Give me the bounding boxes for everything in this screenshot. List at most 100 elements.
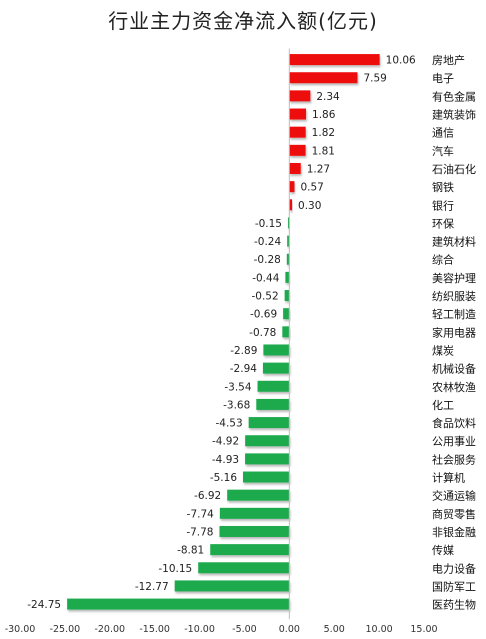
value-label: -4.93 <box>212 454 239 466</box>
value-label: -0.44 <box>252 272 279 284</box>
bar-美容护理 <box>285 271 290 283</box>
bar-建筑装饰 <box>289 108 307 120</box>
category-label: 社会服务 <box>432 452 476 466</box>
bar-家用电器 <box>282 326 290 338</box>
x-tick-label: -30.00 <box>5 624 36 635</box>
bar-通信 <box>289 126 306 138</box>
category-label: 化工 <box>432 398 454 412</box>
bar-食品饮料 <box>248 417 290 429</box>
x-tick-label: -25.00 <box>50 624 81 635</box>
x-tick-label: -10.00 <box>184 624 215 635</box>
bar-化工 <box>256 398 290 410</box>
value-label: 1.86 <box>312 109 336 121</box>
category-label: 轻工制造 <box>432 307 476 321</box>
x-tick-label: 15.00 <box>410 624 437 635</box>
bar-建筑材料 <box>287 235 290 247</box>
category-label: 综合 <box>432 253 454 267</box>
category-label: 机械设备 <box>432 362 476 376</box>
value-label: -4.92 <box>212 436 239 448</box>
value-label: -5.16 <box>210 472 237 484</box>
value-label: -8.81 <box>177 545 204 557</box>
category-label: 银行 <box>432 198 454 212</box>
value-label: -0.69 <box>250 309 277 321</box>
bar-农林牧渔 <box>257 380 290 392</box>
value-label: -6.92 <box>194 490 221 502</box>
value-label: -0.78 <box>249 327 276 339</box>
value-label: 1.82 <box>312 127 335 139</box>
category-label: 家用电器 <box>432 325 476 339</box>
value-label: -3.68 <box>223 399 250 411</box>
category-label: 交通运输 <box>432 489 476 503</box>
category-label: 商贸零售 <box>432 507 476 521</box>
value-label: -7.78 <box>186 526 213 538</box>
value-label: -0.24 <box>254 236 281 248</box>
category-label: 有色金属 <box>432 89 476 103</box>
category-label: 钢铁 <box>432 181 454 194</box>
value-label: -2.89 <box>230 345 257 357</box>
value-label: 10.06 <box>386 55 416 67</box>
category-label: 美容护理 <box>432 271 476 285</box>
value-label: -7.74 <box>187 508 214 520</box>
bar-汽车 <box>289 144 306 156</box>
bar-国防军工 <box>174 580 290 592</box>
bar-钢铁 <box>289 181 295 193</box>
category-label: 石油石化 <box>432 162 476 176</box>
x-tick-label: -5.00 <box>232 624 257 635</box>
bar-交通运输 <box>227 489 290 501</box>
value-label: 1.27 <box>307 163 330 175</box>
category-label: 国防军工 <box>432 579 476 593</box>
bar-煤炭 <box>263 344 290 356</box>
category-label: 房地产 <box>432 53 465 67</box>
value-label: 1.81 <box>312 145 335 157</box>
category-label: 煤炭 <box>432 344 454 357</box>
category-label: 环保 <box>432 216 454 230</box>
category-label: 汽车 <box>432 144 454 158</box>
x-tick-label: 0.00 <box>279 624 300 635</box>
category-label: 纺织服装 <box>432 289 476 303</box>
value-label: -2.94 <box>230 363 257 375</box>
category-label: 非银金融 <box>432 525 476 539</box>
bar-公用事业 <box>245 435 290 447</box>
chart-title: 行业主力资金净流入额(亿元) <box>108 9 378 33</box>
value-label: 2.34 <box>316 91 340 103</box>
bar-非银金融 <box>219 525 290 537</box>
bar-机械设备 <box>262 362 290 374</box>
value-label: 7.59 <box>363 73 386 85</box>
category-label: 电力设备 <box>432 561 476 575</box>
value-label: -0.15 <box>255 218 282 230</box>
category-label: 医药生物 <box>432 598 476 612</box>
bar-医药生物 <box>67 598 290 610</box>
value-label: -12.77 <box>135 581 169 593</box>
bar-电子 <box>289 72 358 84</box>
bar-石油石化 <box>289 162 301 174</box>
value-label: -0.52 <box>251 291 278 303</box>
x-tick-label: -15.00 <box>139 624 170 635</box>
category-label: 公用事业 <box>432 435 476 448</box>
bar-电力设备 <box>198 562 290 574</box>
category-label: 农林牧渔 <box>432 380 476 394</box>
category-label: 传媒 <box>432 544 454 557</box>
category-label: 电子 <box>432 72 454 85</box>
value-label: -0.28 <box>254 254 281 266</box>
bar-有色金属 <box>289 90 311 102</box>
value-label: -3.54 <box>224 381 251 393</box>
value-label: 0.30 <box>298 200 321 212</box>
x-tick-label: 10.00 <box>366 624 393 635</box>
category-label: 建筑材料 <box>432 235 476 249</box>
bar-轻工制造 <box>283 308 290 320</box>
category-label: 建筑装饰 <box>432 108 476 122</box>
value-label: -24.75 <box>27 599 61 611</box>
value-label: 0.57 <box>300 182 323 194</box>
value-label: -4.53 <box>215 418 242 430</box>
bar-计算机 <box>243 471 290 483</box>
bar-房地产 <box>289 54 380 66</box>
category-label: 食品饮料 <box>432 416 476 430</box>
bar-环保 <box>287 217 290 229</box>
bar-传媒 <box>210 544 290 556</box>
bar-综合 <box>286 253 290 265</box>
value-label: -10.15 <box>158 563 192 575</box>
bar-纺织服装 <box>284 290 290 302</box>
category-label: 通信 <box>432 127 454 140</box>
bar-社会服务 <box>245 453 290 465</box>
